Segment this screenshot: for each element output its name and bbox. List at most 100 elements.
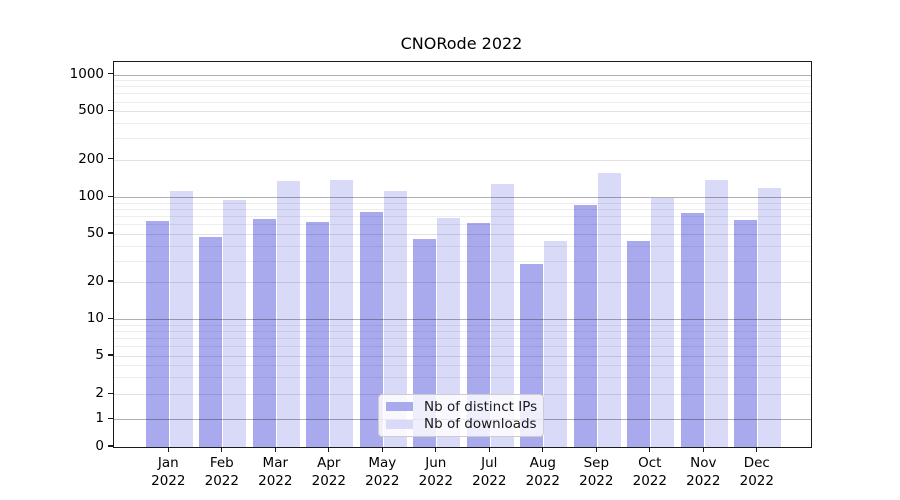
y-tick-mark-500: [108, 109, 113, 111]
chart-title: CNORode 2022: [400, 34, 523, 53]
gridline-4: [114, 365, 811, 367]
legend-label: Nb of distinct IPs: [424, 398, 538, 415]
y-tick-mark-10: [108, 317, 113, 320]
y-tick-mark-5: [108, 354, 113, 356]
x-tick-mark-aug: [542, 447, 544, 452]
bar-downloads-jan: [169, 190, 193, 447]
bar-downloads-jun: [437, 218, 461, 447]
y-tick-label-500: 500: [78, 102, 104, 119]
grid-layer: [114, 62, 811, 447]
x-tick-label-jun: Jun 2022: [396, 454, 476, 490]
year-label: 2022: [204, 473, 239, 489]
bar-distinct-ips-nov: [680, 213, 704, 447]
gridline-5: [114, 356, 811, 358]
y-tick-label-1000: 1000: [69, 65, 104, 82]
month-label: Oct: [638, 455, 662, 471]
y-tick-label-50: 50: [86, 224, 104, 241]
year-label: 2022: [365, 473, 400, 489]
y-tick-mark-20: [108, 280, 113, 282]
month-label: May: [368, 455, 397, 471]
month-label: Jan: [157, 455, 179, 471]
y-tick-mark-50: [108, 232, 113, 234]
y-tick-label-2: 2: [95, 385, 104, 402]
gridline-90: [114, 202, 811, 204]
x-tick-mark-dec: [756, 447, 758, 452]
gridline-20: [114, 282, 811, 284]
month-label: Dec: [743, 455, 770, 471]
bar-downloads-nov: [704, 180, 728, 447]
x-tick-mark-nov: [702, 447, 704, 452]
x-tick-mark-may: [381, 447, 383, 452]
month-label: Mar: [262, 455, 289, 471]
gridline-3: [114, 377, 811, 379]
x-tick-label-jul: Jul 2022: [449, 454, 529, 490]
month-label: Jun: [425, 455, 447, 471]
year-label: 2022: [632, 473, 667, 489]
x-tick-mark-jul: [488, 447, 490, 452]
year-label: 2022: [579, 473, 614, 489]
x-tick-label-mar: Mar 2022: [235, 454, 315, 490]
bar-distinct-ips-dec: [734, 220, 758, 447]
gridline-700: [114, 93, 811, 95]
x-tick-label-dec: Dec 2022: [717, 454, 797, 490]
y-tick-mark-1: [108, 417, 113, 419]
gridline-400: [114, 123, 811, 125]
x-tick-mark-oct: [649, 447, 651, 452]
gridline-60: [114, 224, 811, 226]
month-label: Nov: [690, 455, 717, 471]
month-label: Jul: [481, 455, 498, 471]
gridline-200: [114, 159, 811, 161]
bar-distinct-ips-may: [359, 211, 383, 447]
gridline-7: [114, 338, 811, 340]
gridline-6: [114, 346, 811, 348]
year-label: 2022: [686, 473, 721, 489]
bars-layer: [114, 62, 811, 447]
gridline-800: [114, 86, 811, 88]
gridline-900: [114, 80, 811, 82]
plot-area: [113, 61, 812, 448]
bar-distinct-ips-apr: [306, 221, 330, 447]
legend-swatch-icon: [386, 419, 413, 429]
month-label: Sep: [583, 455, 610, 471]
y-tick-label-1: 1: [95, 410, 104, 427]
x-tick-label-oct: Oct 2022: [610, 454, 690, 490]
x-tick-label-apr: Apr 2022: [289, 454, 369, 490]
y-tick-label-5: 5: [95, 347, 104, 364]
y-tick-mark-1000: [108, 72, 113, 75]
legend: Nb of distinct IPs Nb of downloads: [378, 394, 544, 437]
y-tick-label-200: 200: [78, 150, 104, 167]
year-label: 2022: [418, 473, 453, 489]
y-tick-mark-0: [108, 445, 113, 447]
legend-row-0: Nb of distinct IPs: [386, 398, 538, 415]
bar-downloads-mar: [276, 180, 300, 447]
gridline-1000: [114, 74, 811, 76]
x-tick-mark-mar: [274, 447, 276, 452]
y-tick-label-20: 20: [86, 273, 104, 290]
y-tick-label-10: 10: [86, 310, 104, 327]
gridline-10: [114, 319, 811, 321]
x-tick-label-feb: Feb 2022: [182, 454, 262, 490]
year-label: 2022: [151, 473, 186, 489]
gridline-40: [114, 245, 811, 247]
gridline-100: [114, 197, 811, 199]
x-tick-label-may: May 2022: [342, 454, 422, 490]
x-tick-label-jan: Jan 2022: [128, 454, 208, 490]
gridline-500: [114, 111, 811, 113]
bar-downloads-sep: [597, 173, 621, 447]
gridline-30: [114, 260, 811, 262]
month-label: Aug: [529, 455, 556, 471]
bar-downloads-dec: [758, 187, 782, 447]
x-tick-label-aug: Aug 2022: [503, 454, 583, 490]
bar-distinct-ips-feb: [199, 237, 223, 447]
year-label: 2022: [525, 473, 560, 489]
x-tick-label-nov: Nov 2022: [663, 454, 743, 490]
bar-downloads-oct: [651, 198, 675, 447]
bar-downloads-apr: [330, 179, 354, 447]
month-label: Apr: [317, 455, 341, 471]
x-tick-mark-sep: [595, 447, 597, 452]
legend-label: Nb of downloads: [424, 416, 537, 433]
bar-distinct-ips-jul: [466, 222, 490, 447]
y-tick-label-100: 100: [78, 188, 104, 205]
legend-swatch-icon: [386, 402, 413, 412]
